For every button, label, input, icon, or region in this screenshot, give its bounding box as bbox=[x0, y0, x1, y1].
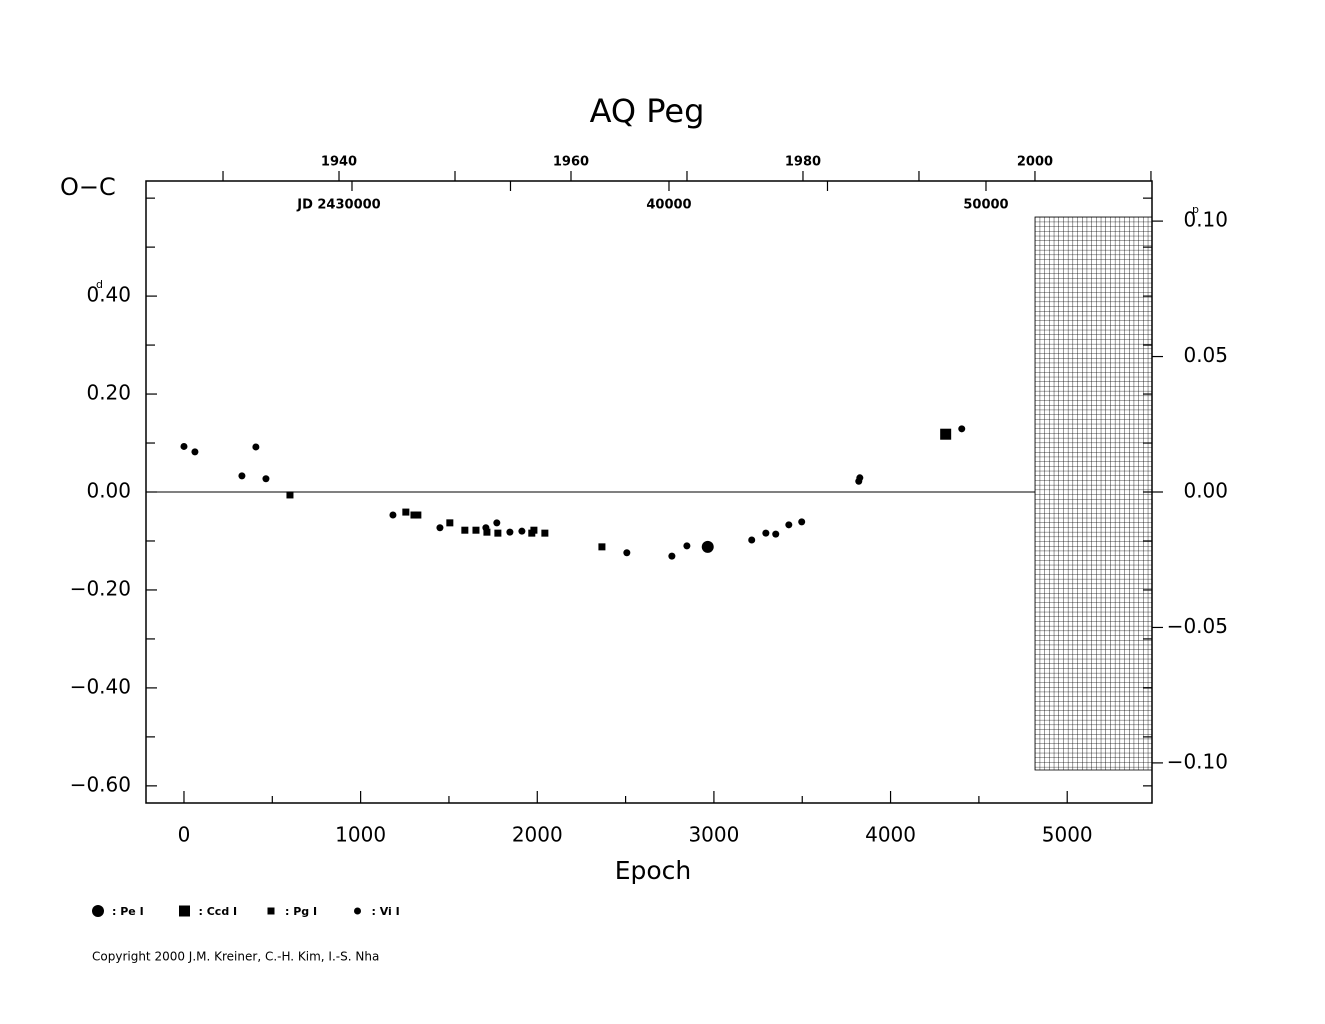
jd-tick-label: JD 2430000 bbox=[296, 198, 380, 213]
x-tick-label: 3000 bbox=[688, 823, 739, 847]
data-point bbox=[494, 529, 502, 537]
year-tick-label: 2000 bbox=[1017, 155, 1053, 170]
data-point bbox=[598, 543, 606, 551]
data-point bbox=[541, 529, 549, 537]
data-point bbox=[252, 443, 260, 451]
jd-tick-label: 50000 bbox=[963, 198, 1008, 213]
y2-tick-label: 0.10 bbox=[1183, 208, 1228, 232]
data-point bbox=[683, 542, 691, 550]
data-point bbox=[414, 511, 422, 519]
y2-tick-label: −0.10 bbox=[1167, 749, 1228, 773]
data-point bbox=[785, 521, 793, 529]
data-point bbox=[191, 448, 199, 456]
data-point bbox=[772, 530, 780, 538]
x-axis-label: Epoch bbox=[615, 856, 692, 885]
data-point bbox=[389, 511, 397, 519]
data-point bbox=[623, 549, 631, 557]
jd-tick-label: 40000 bbox=[646, 198, 691, 213]
legend-label: : Ccd I bbox=[199, 905, 238, 918]
data-point bbox=[530, 526, 538, 534]
year-tick-label: 1980 bbox=[785, 155, 821, 170]
data-point bbox=[958, 425, 966, 433]
data-point bbox=[461, 526, 469, 534]
data-point bbox=[238, 472, 246, 480]
data-point bbox=[180, 442, 188, 450]
copyright: Copyright 2000 J.M. Kreiner, C.-H. Kim, … bbox=[92, 950, 379, 964]
x-tick-label: 5000 bbox=[1042, 823, 1093, 847]
data-point bbox=[482, 524, 490, 532]
data-point bbox=[402, 508, 410, 516]
legend-marker bbox=[179, 905, 190, 917]
y2-tick-label: 0.00 bbox=[1183, 479, 1228, 503]
data-point bbox=[436, 524, 444, 532]
y2-unit: p bbox=[1192, 203, 1199, 216]
legend-marker bbox=[354, 907, 361, 915]
y-axis-label: O−C bbox=[60, 173, 116, 201]
data-point bbox=[518, 527, 526, 535]
data-point bbox=[446, 519, 454, 527]
y2-tick-label: 0.05 bbox=[1183, 343, 1228, 367]
chart-title: AQ Peg bbox=[590, 92, 705, 130]
data-point bbox=[506, 528, 514, 536]
data-point bbox=[798, 518, 806, 526]
x-tick-label: 4000 bbox=[865, 823, 916, 847]
y2-tick-label: −0.05 bbox=[1167, 614, 1228, 638]
data-point bbox=[472, 526, 480, 534]
x-tick-label: 1000 bbox=[335, 823, 386, 847]
data-point bbox=[940, 428, 952, 440]
legend-label: : Vi I bbox=[372, 905, 400, 918]
hatched-region bbox=[1034, 216, 1153, 771]
y-tick-label: 0.40 bbox=[86, 283, 131, 307]
data-point bbox=[493, 519, 501, 527]
y-tick-label: −0.40 bbox=[70, 674, 131, 698]
data-point bbox=[762, 529, 770, 537]
legend-marker bbox=[92, 905, 104, 917]
year-tick-label: 1940 bbox=[321, 155, 357, 170]
x-tick-label: 2000 bbox=[512, 823, 563, 847]
y-tick-label: −0.60 bbox=[70, 772, 131, 796]
year-tick-label: 1960 bbox=[553, 155, 589, 170]
data-point bbox=[701, 540, 714, 553]
data-point bbox=[410, 511, 418, 519]
data-point bbox=[286, 491, 294, 499]
legend-marker bbox=[267, 907, 275, 915]
data-point bbox=[668, 552, 676, 560]
data-point bbox=[262, 475, 270, 483]
legend-label: : Pe I bbox=[112, 905, 144, 918]
data-point bbox=[748, 536, 756, 544]
y-tick-label: 0.20 bbox=[86, 381, 131, 405]
x-tick-label: 0 bbox=[178, 823, 191, 847]
data-point bbox=[483, 528, 491, 536]
legend-label: : Pg I bbox=[285, 905, 317, 918]
y-tick-label: 0.00 bbox=[86, 479, 131, 503]
y-unit: d bbox=[96, 278, 103, 291]
data-point bbox=[856, 474, 864, 482]
y-tick-label: −0.20 bbox=[70, 576, 131, 600]
